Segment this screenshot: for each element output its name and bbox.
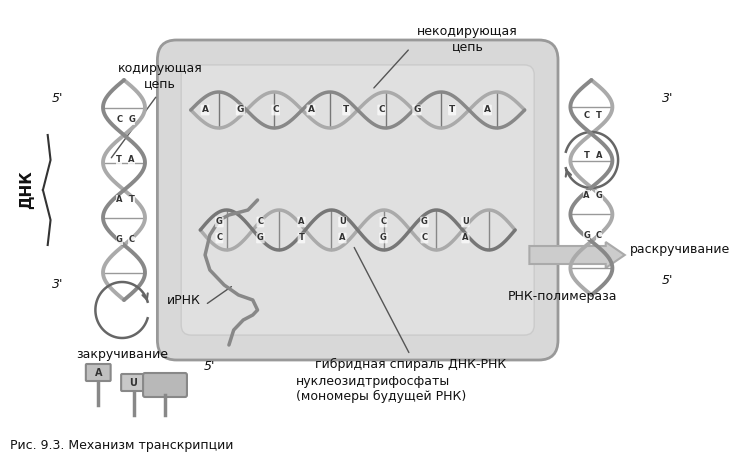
Text: C: C [583, 110, 590, 119]
Text: T: T [343, 106, 349, 115]
Text: C: C [116, 116, 122, 125]
Text: кодирующая
цепь: кодирующая цепь [118, 62, 203, 90]
Text: раскручивание: раскручивание [630, 244, 730, 256]
Text: РНК-полимераза: РНК-полимераза [508, 290, 618, 303]
Text: A: A [202, 106, 209, 115]
Text: A: A [298, 218, 305, 227]
Text: A: A [484, 106, 491, 115]
Text: C: C [422, 234, 428, 243]
Text: A: A [339, 234, 346, 243]
Text: T: T [596, 110, 602, 119]
FancyBboxPatch shape [121, 374, 146, 391]
Text: иРНК: иРНК [167, 294, 201, 306]
Text: 3': 3' [662, 92, 673, 104]
Text: C: C [273, 106, 279, 115]
Text: T: T [449, 106, 455, 115]
Text: U: U [339, 218, 346, 227]
Text: закручивание: закручивание [76, 348, 168, 361]
Text: A: A [95, 368, 102, 378]
Text: C: C [378, 106, 385, 115]
Text: G: G [583, 230, 590, 239]
Text: G: G [595, 191, 603, 200]
Text: G: G [237, 106, 244, 115]
Text: A: A [116, 195, 122, 204]
FancyBboxPatch shape [157, 40, 558, 360]
Text: 5': 5' [204, 360, 215, 373]
Text: C: C [381, 218, 387, 227]
Text: ДНК: ДНК [19, 170, 34, 210]
Text: A: A [462, 234, 469, 243]
Text: G: G [421, 218, 428, 227]
Text: T: T [583, 151, 589, 160]
Text: 5': 5' [51, 92, 63, 104]
Text: A: A [596, 151, 602, 160]
Text: C: C [596, 230, 602, 239]
Text: G: G [128, 116, 135, 125]
FancyBboxPatch shape [143, 373, 187, 397]
FancyBboxPatch shape [181, 65, 534, 335]
Text: T: T [299, 234, 305, 243]
Text: A: A [308, 106, 314, 115]
Text: 3': 3' [51, 278, 63, 292]
FancyBboxPatch shape [86, 364, 111, 381]
Text: A: A [583, 191, 590, 200]
Text: Рис. 9.3. Механизм транскрипции: Рис. 9.3. Механизм транскрипции [10, 439, 233, 452]
Text: C: C [129, 236, 135, 244]
Text: некодирующая
цепь: некодирующая цепь [417, 25, 518, 53]
Text: U: U [130, 378, 138, 388]
Text: гибридная спираль ДНК-РНК: гибридная спираль ДНК-РНК [314, 358, 506, 371]
Text: G: G [115, 236, 123, 244]
Text: нуклеозидтрифосфаты
(мономеры будущей РНК): нуклеозидтрифосфаты (мономеры будущей РН… [296, 375, 466, 403]
Text: C: C [216, 234, 223, 243]
Text: T: T [129, 195, 135, 204]
Text: 5': 5' [662, 273, 673, 287]
Text: T: T [116, 155, 122, 165]
Text: G: G [216, 218, 223, 227]
Text: G: G [413, 106, 420, 115]
FancyArrow shape [530, 242, 625, 268]
Text: C: C [257, 218, 264, 227]
Text: G: G [380, 234, 387, 243]
Text: G: G [257, 234, 264, 243]
Text: U: U [462, 218, 469, 227]
Text: A: A [128, 155, 135, 165]
